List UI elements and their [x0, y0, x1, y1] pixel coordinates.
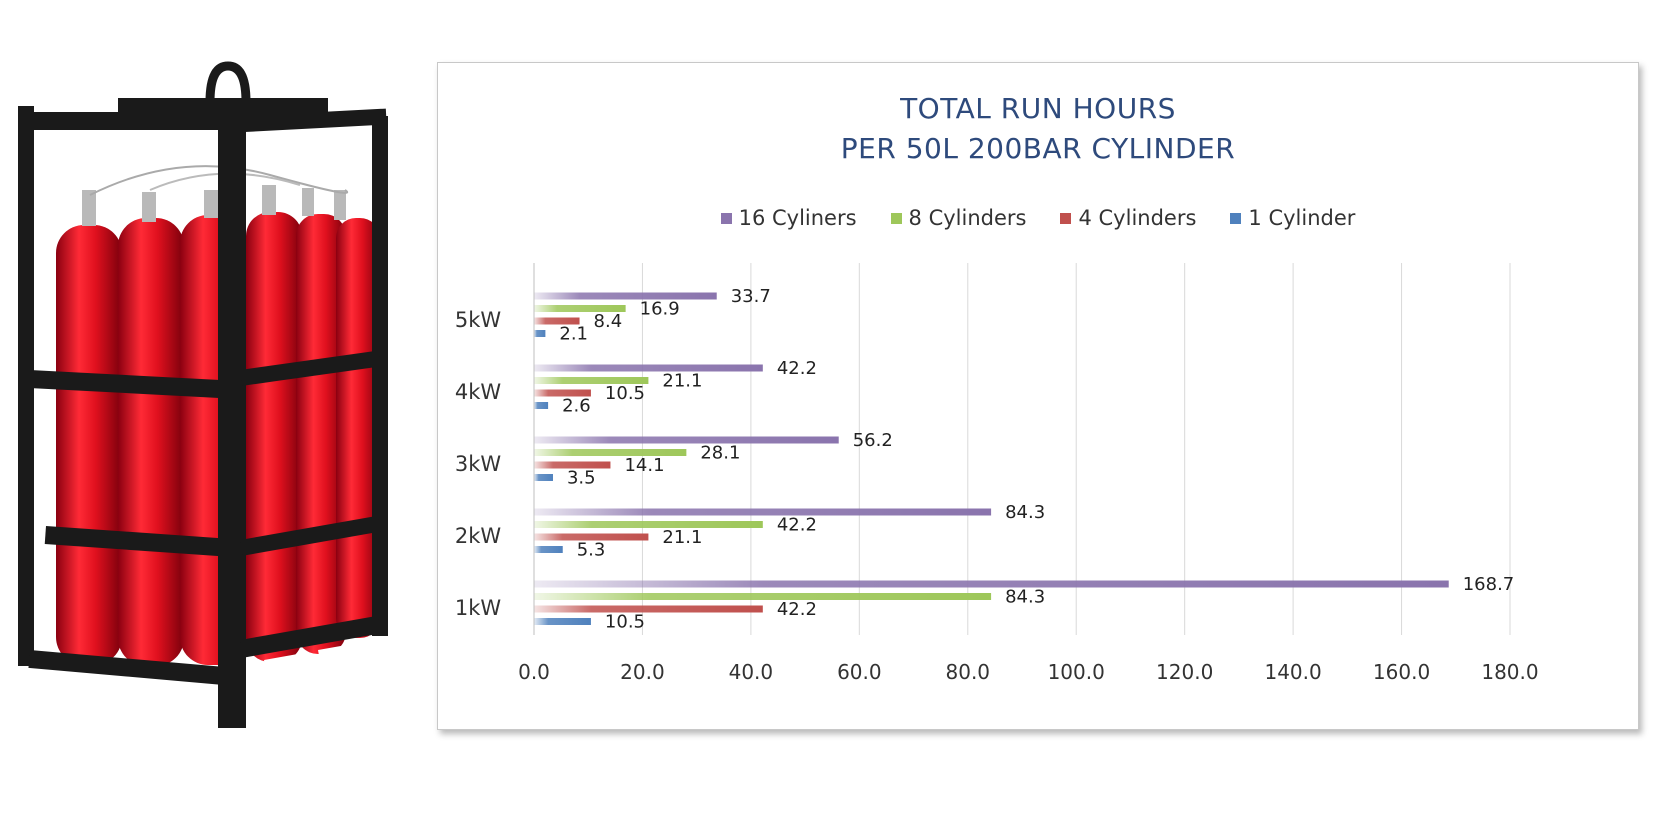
legend-item-16-cylinders: 16 Cyliners	[720, 206, 857, 230]
category-label: 3kW	[455, 452, 502, 476]
data-label-1-cylinder-5kw: 2.1	[559, 324, 588, 345]
legend-swatch-16-cylinders	[720, 212, 732, 224]
data-label-8-cylinders-5kw: 16.9	[640, 299, 680, 320]
chart-title-line-2: PER 50L 200BAR CYLINDER	[840, 132, 1236, 165]
data-label-8-cylinders-3kw: 28.1	[700, 443, 740, 464]
data-label-1-cylinder-3kw: 3.5	[567, 468, 596, 489]
data-label-4-cylinders-2kw: 21.1	[662, 527, 702, 548]
x-tick-label: 60.0	[837, 660, 882, 684]
bar-1-cylinder-2kw	[534, 546, 563, 553]
bar-16-cyliners-5kw	[534, 292, 717, 300]
x-tick-label: 80.0	[946, 660, 991, 684]
bar-8-cylinders-5kw	[534, 305, 626, 312]
gas-cylinder-bundle-icon	[18, 61, 388, 728]
chart-title-line-1: TOTAL RUN HOURS	[900, 92, 1176, 125]
x-tick-label: 120.0	[1156, 660, 1213, 684]
x-tick-label: 140.0	[1264, 660, 1321, 684]
legend-label-1-cylinder: 1 Cylinder	[1248, 206, 1356, 230]
chart-panel: TOTAL RUN HOURS PER 50L 200BAR CYLINDER …	[437, 62, 1639, 730]
category-label: 2kW	[455, 524, 502, 548]
data-label-8-cylinders-1kw: 84.3	[1005, 587, 1045, 608]
legend-item-1-cylinder: 1 Cylinder	[1230, 206, 1355, 230]
legend-swatch-4-cylinders	[1060, 212, 1072, 224]
bar-1-cylinder-3kw	[534, 474, 553, 481]
data-label-16-cyliners-4kw: 42.2	[777, 358, 817, 379]
data-label-16-cyliners-1kw: 168.7	[1463, 574, 1515, 595]
bar-4-cylinders-5kw	[534, 317, 580, 325]
chart-title: TOTAL RUN HOURS PER 50L 200BAR CYLINDER	[438, 89, 1638, 169]
x-tick-label: 40.0	[729, 660, 774, 684]
data-label-4-cylinders-5kw: 8.4	[594, 311, 623, 332]
data-label-8-cylinders-4kw: 21.1	[662, 371, 702, 392]
data-label-8-cylinders-2kw: 42.2	[777, 515, 817, 536]
bar-chart-plot: 0.0 20.0 40.0 60.0 80.0 100.0 120.0 140.0 160.0 1…	[455, 263, 1539, 684]
bar-4-cylinders-4kw	[534, 389, 591, 397]
bar-8-cylinders-1kw	[534, 593, 992, 600]
data-label-16-cyliners-5kw: 33.7	[731, 286, 771, 307]
legend-item-4-cylinders: 4 Cylinders	[1060, 206, 1196, 230]
category-label: 1kW	[455, 596, 502, 620]
category-label: 4kW	[455, 380, 502, 404]
bar-8-cylinders-3kw	[534, 449, 687, 456]
bar-8-cylinders-4kw	[534, 377, 649, 384]
data-label-16-cyliners-2kw: 84.3	[1005, 502, 1045, 523]
bar-4-cylinders-1kw	[534, 605, 763, 613]
x-tick-label: 180.0	[1481, 660, 1538, 684]
legend-label-4-cylinders: 4 Cylinders	[1078, 206, 1197, 230]
bar-16-cyliners-2kw	[534, 508, 992, 516]
category-label: 5kW	[455, 308, 502, 332]
chart-legend: 16 Cyliners 8 Cylinders 4 Cylinders 1 Cy…	[438, 206, 1638, 230]
data-label-16-cyliners-3kw: 56.2	[853, 430, 893, 451]
data-label-4-cylinders-1kw: 42.2	[777, 599, 817, 620]
legend-swatch-1-cylinder	[1230, 212, 1242, 224]
bar-16-cyliners-3kw	[534, 436, 839, 444]
bar-4-cylinders-3kw	[534, 461, 611, 469]
x-tick-label: 160.0	[1373, 660, 1430, 684]
bar-16-cyliners-4kw	[534, 364, 763, 372]
legend-label-8-cylinders: 8 Cylinders	[908, 206, 1027, 230]
legend-item-8-cylinders: 8 Cylinders	[890, 206, 1027, 230]
x-tick-label: 100.0	[1048, 660, 1105, 684]
legend-swatch-8-cylinders	[890, 212, 902, 224]
data-label-4-cylinders-4kw: 10.5	[605, 383, 645, 404]
bar-16-cyliners-1kw	[534, 580, 1449, 588]
x-tick-label: 0.0	[518, 660, 550, 684]
bar-4-cylinders-2kw	[534, 533, 649, 541]
data-label-4-cylinders-3kw: 14.1	[624, 455, 664, 476]
bar-1-cylinder-4kw	[534, 402, 549, 409]
data-label-1-cylinder-2kw: 5.3	[577, 540, 606, 561]
bar-1-cylinder-5kw	[534, 330, 546, 337]
cylinder-bundle-image	[0, 0, 420, 808]
legend-label-16-cylinders: 16 Cyliners	[738, 206, 857, 230]
x-tick-label: 20.0	[620, 660, 665, 684]
bar-8-cylinders-2kw	[534, 521, 763, 528]
data-label-1-cylinder-1kw: 10.5	[605, 612, 645, 633]
data-label-1-cylinder-4kw: 2.6	[562, 396, 591, 417]
bar-1-cylinder-1kw	[534, 618, 591, 625]
